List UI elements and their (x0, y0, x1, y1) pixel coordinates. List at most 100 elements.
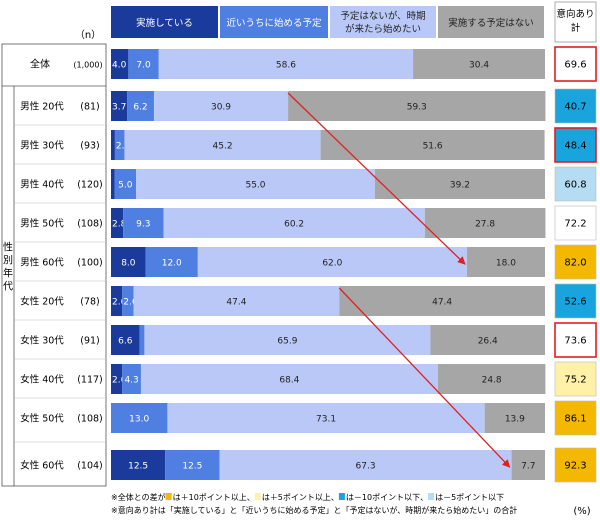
percent-unit: (%) (573, 506, 590, 517)
legend-label: が来たら始めたい (345, 23, 421, 35)
bar-segment (111, 91, 128, 121)
bar-value-label: 8.0 (121, 259, 136, 269)
intent-cell (554, 127, 597, 163)
bar-segment (139, 325, 145, 355)
bar-segment (466, 247, 545, 277)
row-n: (78) (80, 297, 100, 308)
intent-cell (554, 361, 597, 397)
bar-segment (124, 130, 321, 160)
row-label: 女性 30代 (20, 335, 64, 347)
bar-segment (197, 247, 467, 277)
trend-arrow (338, 287, 511, 468)
bar-segment (430, 325, 545, 355)
intent-value: 60.8 (564, 180, 586, 191)
intent-value: 52.6 (564, 297, 586, 308)
row-n: (104) (77, 461, 103, 472)
bar-value-label: 39.2 (450, 181, 470, 191)
row-n: (100) (77, 258, 103, 269)
intent-value: 86.1 (564, 414, 586, 425)
bar-segment (128, 49, 159, 79)
legend-swatch (111, 6, 218, 38)
legend-label: 近いうちに始める予定 (226, 17, 322, 29)
row-label: 男性 50代 (20, 218, 64, 230)
bar-value-label: 2.2 (116, 142, 130, 152)
bar-value-label: 4.0 (112, 61, 127, 71)
legend-label: 実施する予定はない (448, 17, 534, 29)
bar-segment (320, 130, 545, 160)
note-text: は－10ポイント以下、 (346, 493, 428, 502)
bar-value-label: 7.7 (521, 462, 535, 472)
bar-segment (136, 169, 375, 199)
row-n: (108) (77, 219, 103, 230)
intent-value: 82.0 (564, 258, 586, 269)
bar-value-label: 59.3 (407, 103, 427, 113)
bar-value-label: 2.6 (112, 376, 127, 386)
legend-label: 実施している (136, 17, 193, 29)
note-text: は＋10ポイント以上、 (173, 493, 255, 502)
bar-value-label: 12.5 (182, 462, 202, 472)
bar-segment (153, 91, 289, 121)
intent-value: 73.6 (564, 336, 586, 347)
row-label: 女性 20代 (20, 296, 64, 308)
bar-segment (111, 130, 115, 160)
bar-segment (339, 286, 545, 316)
bar-segment (140, 364, 438, 394)
bar-value-label: 26.4 (478, 337, 498, 347)
row-label: 女性 60代 (20, 460, 64, 472)
row-n: (120) (77, 180, 103, 191)
intent-cell (554, 166, 597, 202)
bar-segment (111, 364, 123, 394)
intent-cell (554, 244, 597, 280)
bar-value-label: 12.5 (128, 462, 148, 472)
intent-value: 48.4 (564, 141, 586, 152)
bar-segment (288, 91, 546, 121)
intent-value: 72.2 (564, 219, 586, 230)
intent-value: 92.3 (564, 461, 586, 472)
legend-label: 予定はないが、時期 (340, 10, 425, 22)
bar-segment (145, 247, 198, 277)
note-text: ※意向あり計は「実施している」と「近いうちに始める予定」と「予定はないが、時期が… (111, 505, 517, 515)
bar-segment (114, 130, 125, 160)
bar-segment (484, 403, 545, 433)
bar-value-label: 2.6 (123, 298, 138, 308)
note-swatch (165, 493, 172, 500)
bar-value-label: 30.9 (211, 103, 231, 113)
note-swatch (428, 493, 435, 500)
bar-value-label: 68.4 (279, 376, 299, 386)
bar-value-label: 55.0 (245, 181, 265, 191)
bar-value-label: 13.9 (505, 415, 525, 425)
intent-cell (554, 205, 597, 241)
bar-segment (111, 286, 123, 316)
bar-value-label: 51.6 (423, 142, 443, 152)
row-n: (108) (77, 414, 103, 425)
note-text: は－5ポイント以下 (435, 493, 504, 502)
bar-value-label: 4.3 (124, 376, 138, 386)
row-label: 男性 30代 (20, 140, 64, 152)
bar-value-label: 2.6 (112, 298, 127, 308)
bar-segment (437, 364, 546, 394)
bar-value-label: 5.0 (118, 181, 133, 191)
row-n: (93) (80, 141, 100, 152)
bar-value-label: 6.2 (133, 103, 147, 113)
bar-value-label: 47.4 (226, 298, 246, 308)
intent-cell (554, 46, 597, 82)
bar-value-label: 47.4 (432, 298, 452, 308)
bar-value-label: 65.9 (277, 337, 297, 347)
intent-cell (554, 88, 597, 124)
bar-segment (163, 208, 425, 238)
note-swatch (338, 493, 345, 500)
bar-segment (123, 208, 164, 238)
bar-segment (122, 364, 141, 394)
legend-swatch (330, 6, 436, 38)
intent-cell (554, 283, 597, 319)
bar-value-label: 30.4 (469, 61, 489, 71)
side-label: 性 (3, 241, 13, 254)
bar-value-label: 6.6 (118, 337, 133, 347)
note-swatch (254, 493, 261, 500)
bar-segment (127, 91, 154, 121)
row-label: 男性 40代 (20, 179, 64, 191)
side-label: 別 (3, 255, 13, 267)
bar-value-label: 27.8 (475, 220, 495, 230)
intent-header-box (554, 1, 597, 43)
